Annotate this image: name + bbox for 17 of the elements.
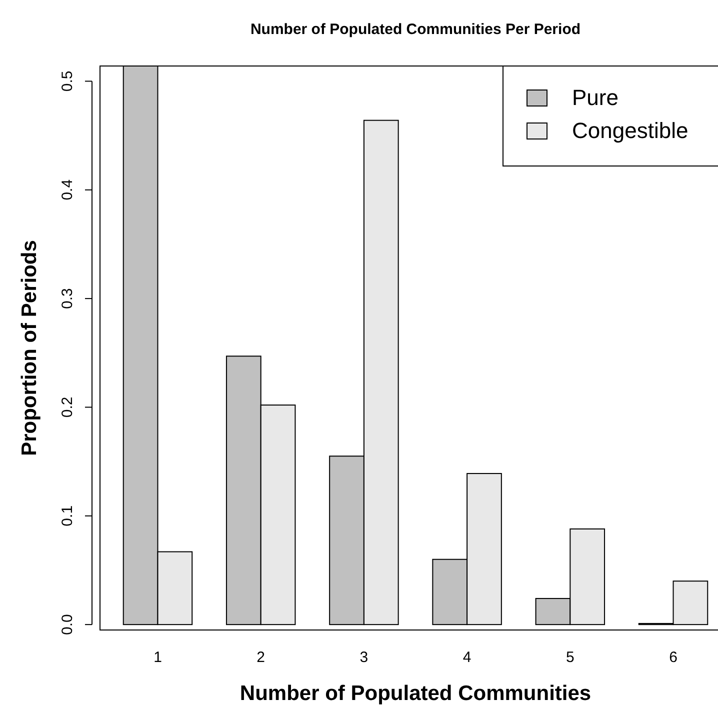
x-tick-label: 5 [566,649,574,666]
y-tick-label: 0.1 [59,505,76,526]
y-tick-label: 0.3 [59,288,76,309]
chart-title: Number of Populated Communities Per Period [250,21,581,38]
x-tick-label: 3 [360,649,368,666]
y-axis-title: Proportion of Periods [18,240,41,456]
legend-label: Pure [572,85,618,110]
x-tick-label: 6 [669,649,678,666]
x-axis-title: Number of Populated Communities [240,682,592,705]
y-tick-label: 0.5 [59,70,76,92]
x-tick-label: 4 [462,649,472,666]
x-tick-label: 1 [154,649,162,666]
x-tick-label: 2 [256,649,266,666]
y-tick-label: 0.2 [59,396,76,418]
y-tick-label: 0.4 [59,179,76,200]
y-tick-label: 0.0 [59,614,76,635]
legend-label: Congestible [572,118,688,143]
